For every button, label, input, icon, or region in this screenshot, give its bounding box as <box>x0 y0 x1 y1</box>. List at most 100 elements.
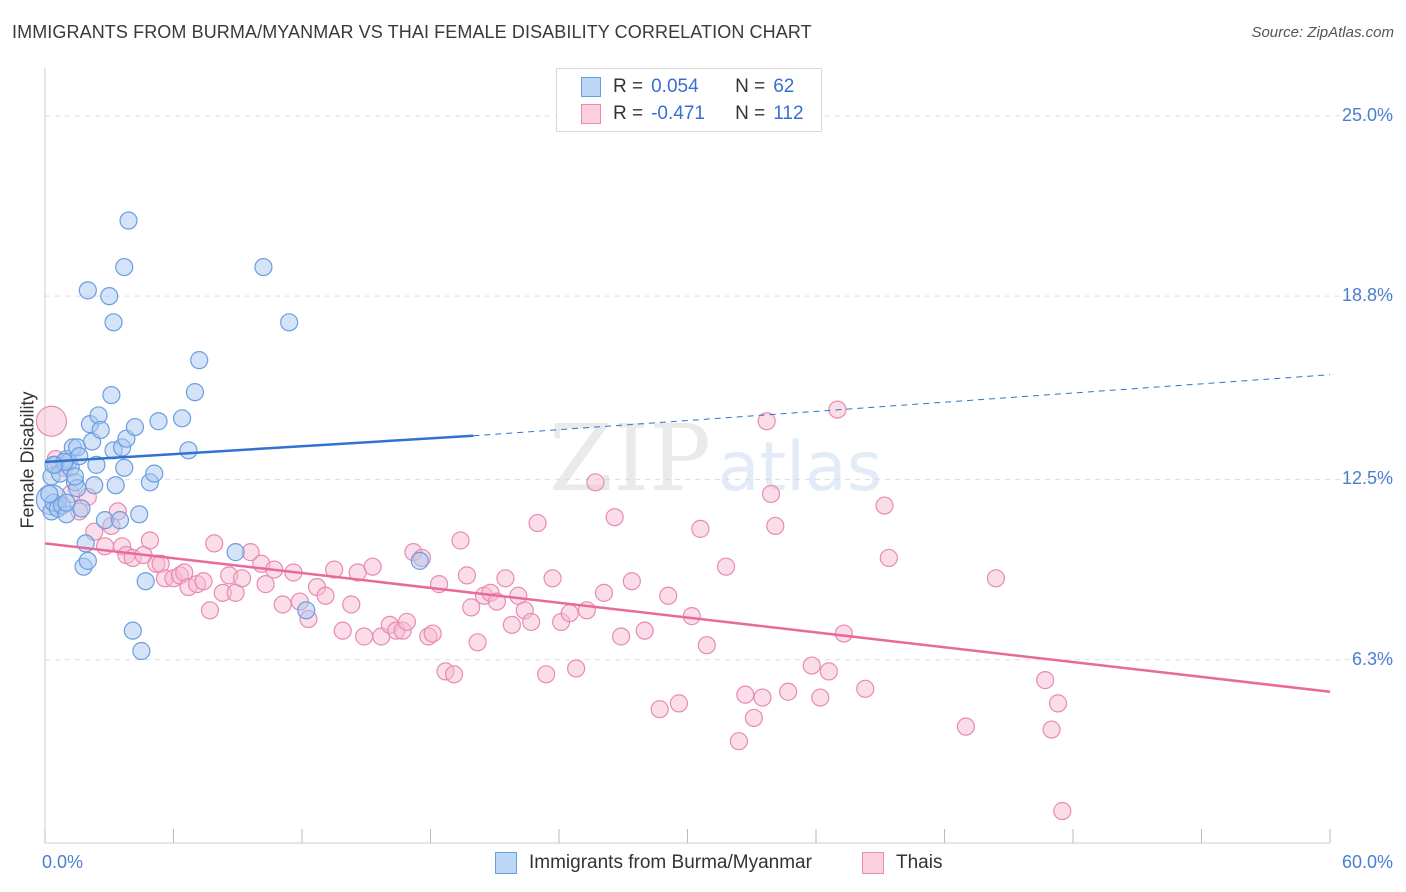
burma-point <box>254 257 273 277</box>
thais-point <box>802 656 821 675</box>
source-credit: Source: ZipAtlas.com <box>1251 24 1394 41</box>
thais-point <box>502 615 521 634</box>
legend-row-burma: R = 0.054 N = 62 <box>581 75 794 99</box>
trend-lines <box>44 374 1331 693</box>
thais-point <box>468 633 487 652</box>
burma-point <box>190 351 209 370</box>
thais-point <box>232 569 252 588</box>
thais-point <box>273 595 292 614</box>
burma-point <box>132 641 151 661</box>
thais-point <box>612 627 631 646</box>
thais-point <box>397 612 417 632</box>
thais-point <box>457 566 477 585</box>
legend-n-label: N = <box>735 76 766 97</box>
thais-point <box>811 688 830 707</box>
burma-point <box>136 572 155 591</box>
y-tick-label: 12.5% <box>1341 468 1393 489</box>
thais-point <box>856 679 875 698</box>
burma-point <box>123 621 142 640</box>
burma-point <box>78 551 97 570</box>
thais-point <box>729 732 749 751</box>
thais-point <box>605 508 624 527</box>
burma-point <box>115 458 134 477</box>
burma-point <box>179 441 198 460</box>
y-tick-label: 18.8% <box>1341 285 1393 306</box>
thais-point <box>879 548 898 568</box>
thais-point <box>567 659 586 678</box>
series-swatch-blue <box>495 852 517 874</box>
thais-point <box>316 586 335 605</box>
thais-point <box>659 586 678 605</box>
thais-point <box>682 607 701 626</box>
burma-point <box>226 543 245 562</box>
y-tick-label: 25.0% <box>1341 104 1393 125</box>
thais-point <box>522 612 541 632</box>
burma-point <box>100 287 119 306</box>
thais-point <box>779 682 798 701</box>
thais-point <box>1048 694 1068 713</box>
thais-point <box>444 665 464 684</box>
burma-point <box>410 551 429 570</box>
burma-point <box>65 467 85 486</box>
burma-point <box>119 211 138 230</box>
thais-point <box>697 636 716 655</box>
watermark-zip: ZIP <box>549 405 711 512</box>
thais-point <box>205 534 224 553</box>
thais-point <box>560 604 579 623</box>
thais-point <box>586 473 605 492</box>
thais-point <box>1042 720 1061 739</box>
thais-point <box>423 624 442 643</box>
thais-point <box>537 665 556 684</box>
axes <box>44 68 1331 844</box>
thais-point <box>35 405 68 437</box>
thais-point <box>325 560 344 579</box>
burma-points <box>35 211 429 661</box>
burma-point <box>91 420 110 440</box>
grid-lines <box>45 115 1392 661</box>
thais-point <box>342 595 361 614</box>
correlation-legend: R = 0.054 N = 62 R = -0.471 N = 112 <box>556 68 822 132</box>
burma-trend-extension <box>473 374 1331 437</box>
thais-point <box>496 569 515 588</box>
burma-point <box>149 412 168 431</box>
legend-r-value: -0.471 <box>651 103 705 124</box>
thais-point <box>650 700 669 719</box>
thais-point <box>761 484 781 504</box>
burma-point <box>106 476 125 495</box>
series-legend-burma[interactable]: Immigrants from Burma/Myanmar <box>495 852 812 874</box>
legend-swatch-pink <box>581 104 601 124</box>
series-label-burma: Immigrants from Burma/Myanmar <box>529 852 812 873</box>
legend-swatch-blue <box>581 77 601 97</box>
thais-point <box>451 531 470 550</box>
legend-row-thais: R = -0.471 N = 112 <box>581 102 804 126</box>
y-tick-label: 6.3% <box>1351 648 1393 669</box>
legend-n-value: 112 <box>773 103 804 124</box>
chart-title: IMMIGRANTS FROM BURMA/MYANMAR VS THAI FE… <box>12 22 812 42</box>
thais-point <box>462 598 481 617</box>
x-tick-min: 0.0% <box>42 852 84 872</box>
thais-point <box>757 412 776 431</box>
series-legend-thais[interactable]: Thais <box>862 852 942 874</box>
legend-r-label: R = <box>613 76 644 97</box>
burma-point <box>280 313 299 332</box>
legend-r-label: R = <box>613 103 644 124</box>
burma-point <box>102 385 121 405</box>
thais-point <box>716 557 736 576</box>
watermark-atlas: atlas <box>718 428 882 507</box>
series-swatch-pink <box>862 852 884 874</box>
thais-point <box>528 513 547 533</box>
thais-point <box>691 519 710 538</box>
thais-point <box>1036 671 1055 690</box>
thais-point <box>875 496 894 515</box>
thais-trend-line <box>44 542 1331 693</box>
burma-point <box>110 511 130 530</box>
burma-point <box>78 281 97 300</box>
thais-point <box>956 717 976 736</box>
thais-point <box>986 569 1006 588</box>
thais-point <box>819 662 838 681</box>
y-axis-label: Female Disability <box>17 391 38 529</box>
burma-point <box>185 383 205 402</box>
x-tick-max: 60.0% <box>1341 852 1393 872</box>
burma-point <box>40 484 59 504</box>
